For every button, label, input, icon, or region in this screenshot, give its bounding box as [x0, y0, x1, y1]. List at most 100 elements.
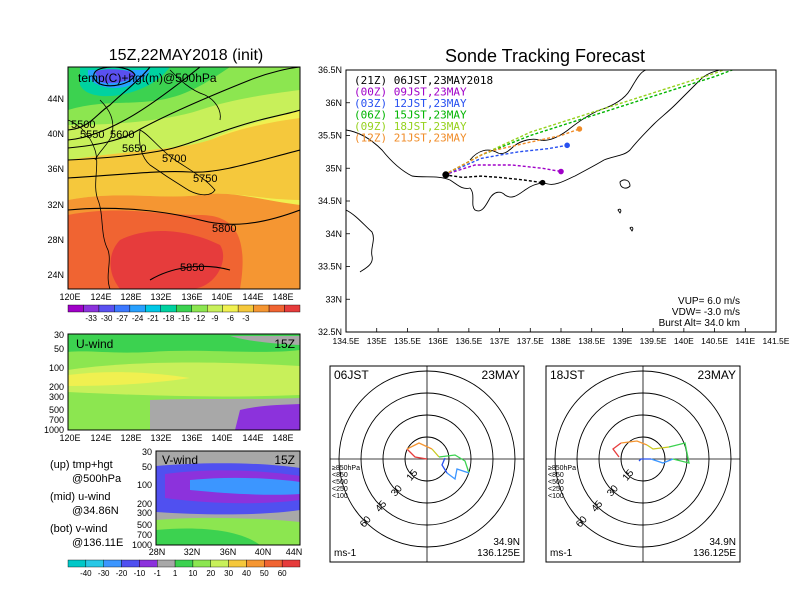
lat-tick: 33.5N: [318, 262, 342, 272]
lon-tick: 144E: [242, 433, 263, 443]
pressure-tick: 100: [49, 363, 64, 373]
lat-tick: 28N: [149, 547, 166, 557]
hodo-level: <500: [548, 479, 564, 486]
lon-tick: 148E: [272, 433, 293, 443]
colorbar-label: 50: [260, 569, 269, 578]
hodo-trace-5: [441, 457, 448, 474]
hodo-level: ≥850hPa: [332, 465, 360, 472]
hodo-level: <100: [332, 493, 348, 500]
pressure-tick: 100: [137, 480, 152, 490]
hodo-ring: [620, 436, 666, 482]
lat-tick: 35N: [325, 163, 342, 173]
colorbar-swatch: [83, 304, 100, 313]
track-endpoint-3: [773, 51, 779, 57]
colorbar-label: -30: [98, 569, 110, 578]
hodo-level: <500: [332, 479, 348, 486]
lon-tick: 135.5E: [394, 336, 421, 346]
colorbar-swatch: [114, 304, 131, 313]
coastline: [346, 209, 374, 273]
hodo-lat: 34.9N: [709, 537, 736, 548]
wind-colorbar: -40 -30 -20 -10 -1 1 10 20 30 40 50 60: [67, 559, 301, 578]
colorbar-label: -24: [132, 314, 144, 323]
note-up-2: @500hPa: [72, 473, 122, 485]
v-wind-time: 15Z: [274, 453, 295, 467]
lon-tick: 137E: [490, 336, 510, 346]
track-line-5: [443, 128, 580, 176]
colorbar-swatch: [228, 559, 247, 568]
hodo-trace-3: [438, 454, 470, 474]
pressure-tick: 300: [49, 392, 64, 402]
lon-tick: 144E: [242, 292, 263, 302]
pressure-tick: 300: [137, 508, 152, 518]
legend-entry: (03Z) 12JST,23MAY: [354, 97, 467, 110]
colorbar-label: 1: [173, 569, 178, 578]
note-mid-2: @34.86N: [72, 505, 119, 517]
colorbar-swatch: [281, 559, 301, 568]
lon-tick: 140E: [674, 336, 694, 346]
hodo-trace-2: [646, 444, 670, 450]
contour-label: 5850: [180, 262, 204, 274]
colorbar-label: 40: [242, 569, 251, 578]
contour-label: 5500: [71, 119, 95, 131]
lon-tick: 138E: [551, 336, 571, 346]
track-endpoint-1: [558, 168, 564, 175]
legend-entry: (00Z) 09JST,23MAY: [354, 86, 467, 99]
pressure-tick: 500: [49, 405, 64, 415]
hodo-trace-0: [406, 448, 428, 460]
hodo-ring: [576, 392, 710, 526]
colorbar-label: -12: [194, 314, 206, 323]
contour-label: 5600: [110, 129, 134, 141]
lon-tick: 139.5E: [640, 336, 667, 346]
lon-tick: 135E: [367, 336, 387, 346]
hodo-lon: 136.125E: [477, 548, 520, 559]
lon-tick: 124E: [90, 292, 111, 302]
legend-entry: (21Z) 06JST,23MAY2018: [354, 74, 493, 87]
colorbar-swatch: [268, 304, 285, 313]
colorbar-label: -10: [134, 569, 146, 578]
vdw-label: VDW= -3.0 m/s: [672, 307, 740, 318]
lon-tick: 120E: [59, 292, 80, 302]
colorbar-label: -3: [242, 314, 250, 323]
hodo-level: ≥850hPa: [548, 465, 576, 472]
hodo-trace-1: [620, 440, 648, 446]
colorbar-swatch: [210, 559, 229, 568]
hodo-lat: 34.9N: [493, 537, 520, 548]
lon-tick: 132E: [150, 292, 171, 302]
pressure-tick: 200: [49, 382, 64, 392]
colorbar-label: 30: [224, 569, 233, 578]
hodo-trace-4: [446, 468, 470, 481]
lon-tick: 136E: [181, 433, 202, 443]
track-title: Sonde Tracking Forecast: [445, 46, 645, 66]
island: [617, 208, 622, 214]
lat-tick: 24N: [47, 270, 64, 280]
colorbar-swatch: [98, 304, 115, 313]
colorbar-swatch: [176, 304, 192, 313]
note-mid-1: (mid) u-wind: [50, 491, 111, 503]
colorbar-label: -9: [211, 314, 219, 323]
contour-label: 5650: [122, 143, 146, 155]
hodo-date: 23MAY: [482, 368, 520, 382]
colorbar-swatch: [103, 559, 122, 568]
hodo-trace-4: [650, 458, 674, 464]
lat-tick: 34.5N: [318, 196, 342, 206]
lat-tick: 36N: [47, 164, 64, 174]
colorbar-label: -20: [116, 569, 128, 578]
legend-entry: (06Z) 15JST,23MAY: [354, 109, 467, 122]
panel-notes: (up) tmp+hgt @500hPa (mid) u-wind @34.86…: [50, 459, 123, 549]
lat-tick: 32.5N: [318, 327, 342, 337]
track-endpoint-4: [773, 48, 779, 54]
hodo-ring: [360, 392, 494, 526]
lon-tick: 138.5E: [578, 336, 605, 346]
island: [619, 179, 631, 189]
hodo-lon: 136.125E: [693, 548, 736, 559]
u-wind-panel: U-wind 15Z 30 50 100 200 300 500 700 100…: [44, 330, 301, 443]
hodo-level: <850: [548, 472, 564, 479]
v-wind-title: V-wind: [162, 453, 198, 467]
colorbar-swatch: [206, 304, 223, 313]
hodo-level: <100: [548, 493, 564, 500]
island: [629, 226, 634, 232]
contour-label: 5750: [193, 173, 217, 185]
vup-label: VUP= 6.0 m/s: [678, 296, 740, 307]
track-line-1: [444, 164, 562, 176]
hodo-level: <850: [332, 472, 348, 479]
